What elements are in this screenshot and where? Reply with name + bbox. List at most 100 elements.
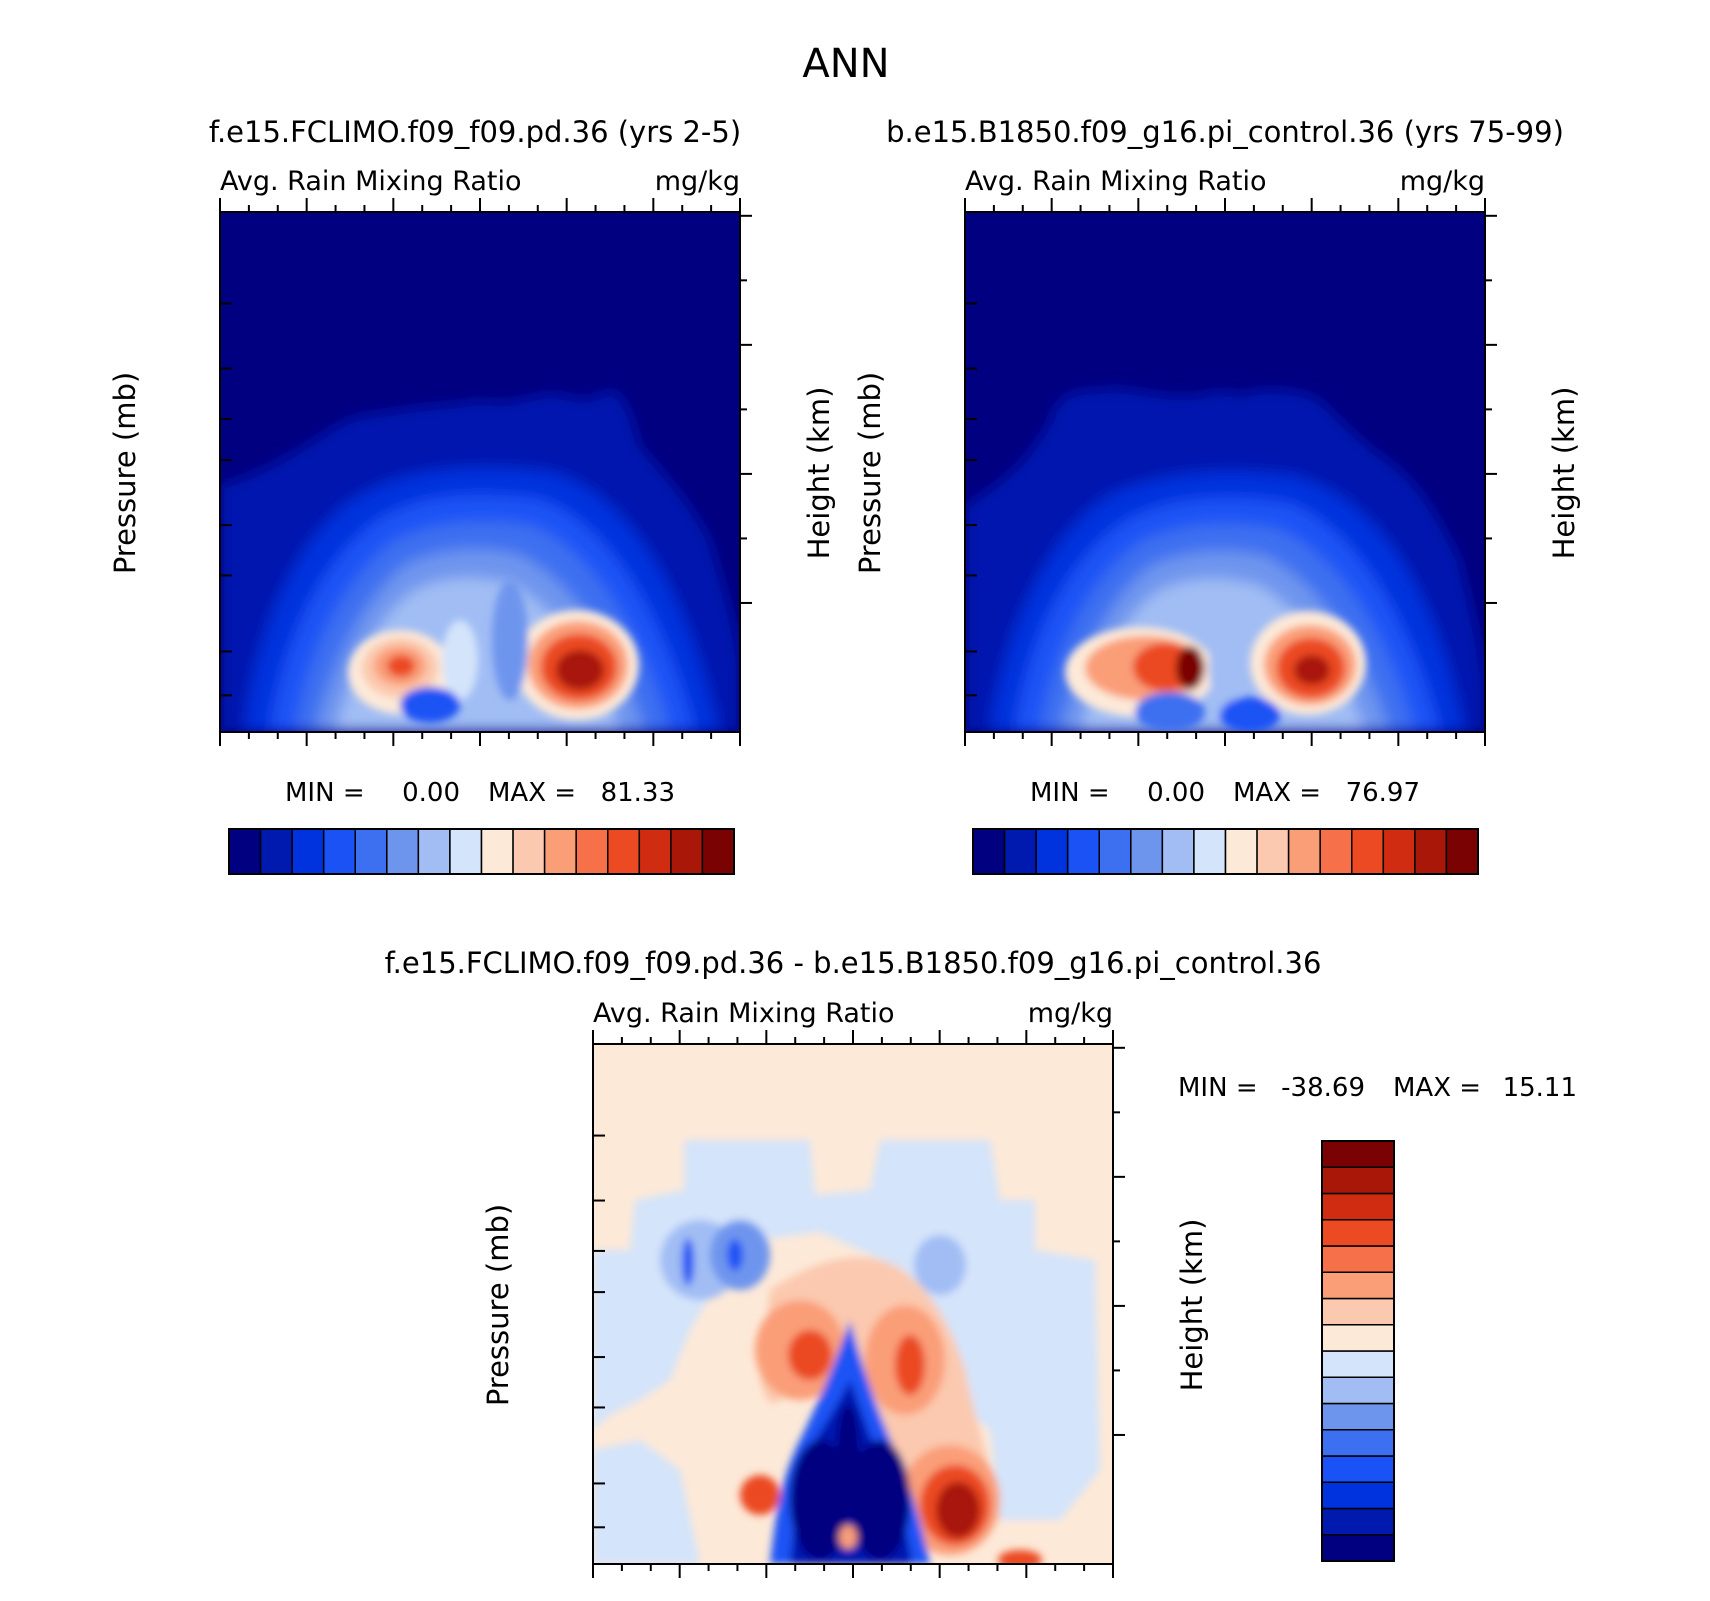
panel-test-min-label: MIN = — [1030, 778, 1110, 808]
colorbar-swatch — [228, 828, 262, 875]
panel-control-ylabel-right: Height (km) — [802, 387, 836, 560]
colorbar-frame — [1321, 1140, 1395, 1562]
colorbar-swatch — [1321, 1324, 1395, 1352]
panel-control-blob-e — [400, 687, 460, 723]
panel-difference-neg-core-4 — [850, 1440, 910, 1560]
colorbar-swatch — [1321, 1297, 1395, 1326]
panel-control-ylabel: Pressure (mb) — [108, 372, 142, 574]
panel-control-axes — [219, 198, 752, 746]
panel-test-colorbar — [972, 828, 1479, 875]
colorbar-swatch — [1098, 828, 1132, 875]
panel-difference-contours — [593, 1140, 1100, 1564]
colorbar-swatch — [1321, 1376, 1395, 1405]
colorbar-swatch — [480, 828, 514, 875]
panel-test-blob-b4 — [1294, 655, 1330, 685]
colorbar-swatch — [449, 828, 483, 875]
panel-test-details — [1065, 610, 1366, 732]
colorbar-swatch — [1321, 1166, 1395, 1195]
colorbar-swatch — [1351, 828, 1385, 875]
colorbar-swatch — [386, 828, 420, 875]
colorbar-swatch — [1193, 828, 1227, 875]
panel-difference-ylabel-right: Height (km) — [1175, 1219, 1209, 1392]
panel-control-blob-d — [492, 580, 528, 700]
panel-difference-neg-blob-4 — [727, 1239, 743, 1271]
colorbar-swatch — [972, 828, 1006, 875]
panel-test-title: b.e15.B1850.f09_g16.pi_control.36 (yrs 7… — [886, 115, 1564, 149]
panel-difference-subtitle-right: mg/kg — [1028, 998, 1113, 1029]
colorbar-swatch — [1256, 828, 1290, 875]
colorbar-swatch — [1382, 828, 1416, 875]
panel-difference-neg-region-2 — [593, 1440, 700, 1564]
colorbar-swatch — [1321, 1140, 1395, 1168]
colorbar-frame — [972, 828, 1479, 875]
panel-test-blob-e — [1220, 697, 1280, 732]
colorbar-swatch — [1287, 828, 1321, 875]
panel-test-min-value: 0.00 — [1147, 778, 1205, 808]
colorbar-swatch — [670, 828, 704, 875]
colorbar-swatch — [1161, 828, 1195, 875]
panel-control-min-value: 0.00 — [402, 778, 460, 808]
panel-difference-neg-blob-3 — [682, 1238, 694, 1286]
panel-test-blob-c — [1209, 610, 1241, 720]
colorbar-swatch — [575, 828, 609, 875]
panel-control-blob-b4 — [556, 650, 604, 690]
panel-difference-subtitle-left: Avg. Rain Mixing Ratio — [593, 998, 895, 1029]
colorbar-swatch — [638, 828, 672, 875]
panel-difference-colorbar — [1321, 1140, 1395, 1562]
colorbar-swatch — [1035, 828, 1069, 875]
panel-test-max-value: 76.97 — [1346, 778, 1420, 808]
panel-difference-pos-blob-4 — [895, 1335, 925, 1395]
panel-difference-pos-blob-7 — [936, 1482, 980, 1538]
panel-control-max-value: 81.33 — [601, 778, 675, 808]
panel-test: b.e15.B1850.f09_g16.pi_control.36 (yrs 7… — [853, 115, 1581, 875]
colorbar-swatch — [1321, 1455, 1395, 1483]
colorbar-swatch — [1321, 1429, 1395, 1457]
panel-difference-pos-blob-8 — [740, 1475, 780, 1515]
page-title: ANN — [802, 41, 889, 87]
panel-difference-max-label: MAX = — [1393, 1073, 1481, 1103]
colorbar-swatch — [1319, 828, 1353, 875]
panel-test-subtitle-left: Avg. Rain Mixing Ratio — [965, 166, 1267, 197]
colorbar-swatch — [1224, 828, 1258, 875]
panel-test-blob-a4 — [1176, 646, 1204, 690]
panel-test-subtitle-right: mg/kg — [1400, 166, 1485, 197]
panel-control-details — [348, 580, 639, 723]
colorbar-swatch — [1321, 1219, 1395, 1247]
colorbar-swatch — [259, 828, 293, 875]
panel-control-subtitle-left: Avg. Rain Mixing Ratio — [220, 166, 522, 197]
panel-difference-neg-core-5 — [836, 1405, 860, 1515]
panel-difference-neg-core-3 — [790, 1440, 850, 1560]
colorbar-swatch — [1414, 828, 1448, 875]
colorbar-swatch — [1130, 828, 1164, 875]
colorbar-swatch — [322, 828, 356, 875]
panel-difference-ylabel: Pressure (mb) — [481, 1204, 515, 1406]
colorbar-swatch — [1321, 1507, 1395, 1536]
colorbar-swatch — [1003, 828, 1037, 875]
colorbar-swatch — [1321, 1245, 1395, 1273]
colorbar-swatch — [1321, 1481, 1395, 1510]
colorbar-swatch — [512, 828, 546, 875]
panel-difference-title: f.e15.FCLIMO.f09_f09.pd.36 - b.e15.B1850… — [385, 946, 1322, 980]
panel-control-min-label: MIN = — [285, 778, 365, 808]
panel-difference: f.e15.FCLIMO.f09_f09.pd.36 - b.e15.B1850… — [385, 946, 1577, 1578]
panel-test-blob-d — [1135, 692, 1205, 732]
panel-control: f.e15.FCLIMO.f09_f09.pd.36 (yrs 2-5) Avg… — [108, 115, 836, 875]
colorbar-swatch — [1321, 1402, 1395, 1431]
colorbar-swatch — [543, 828, 577, 875]
colorbar-swatch — [417, 828, 451, 875]
panel-control-title: f.e15.FCLIMO.f09_f09.pd.36 (yrs 2-5) — [209, 115, 741, 149]
colorbar-swatch — [607, 828, 641, 875]
panel-test-axes — [964, 198, 1497, 746]
panel-control-max-label: MAX = — [488, 778, 576, 808]
panel-test-ylabel: Pressure (mb) — [853, 372, 887, 574]
colorbar-swatch — [354, 828, 388, 875]
panel-difference-pos-blob-9 — [998, 1550, 1042, 1564]
colorbar-swatch — [1321, 1192, 1395, 1221]
panel-difference-neg-blob-5 — [914, 1235, 966, 1295]
panel-test-plot — [965, 212, 1485, 732]
panel-difference-pos-dot — [839, 1525, 857, 1549]
panel-difference-min-label: MIN = — [1178, 1073, 1258, 1103]
panel-difference-axes — [592, 1030, 1125, 1578]
colorbar-swatch — [1321, 1350, 1395, 1378]
